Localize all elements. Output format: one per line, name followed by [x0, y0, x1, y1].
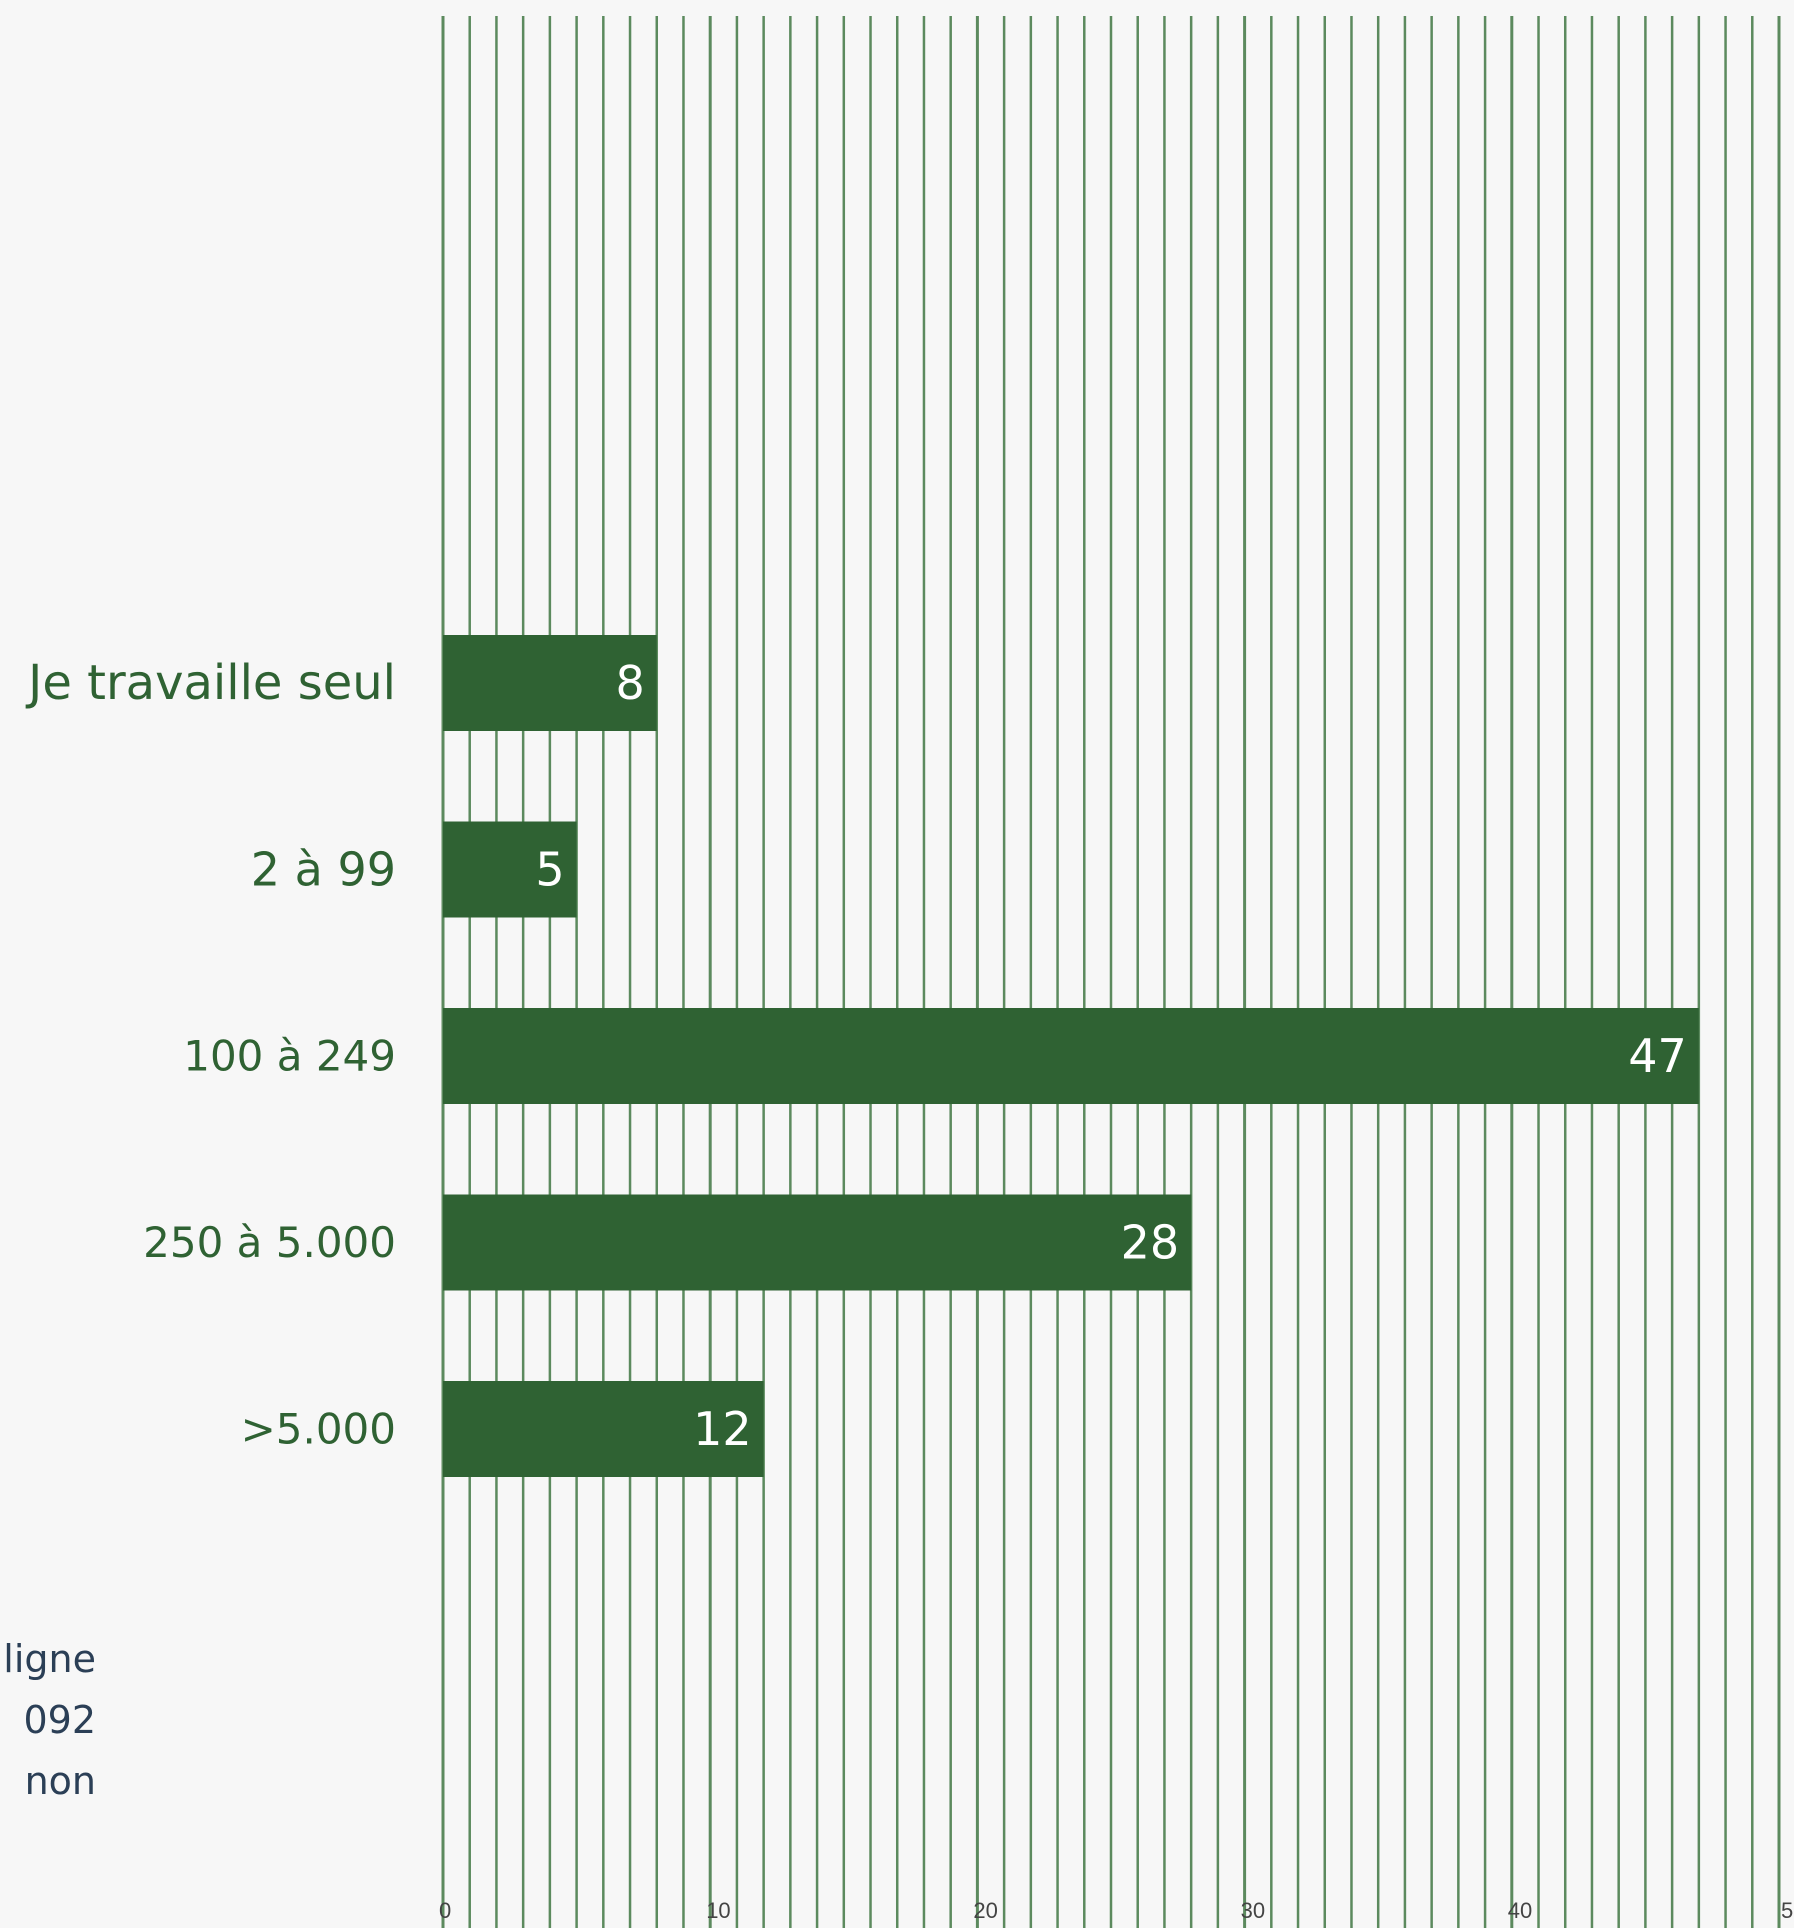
bar-group: 250 à 5.000 28: [143, 1194, 1192, 1291]
category-label: Je travaille seul: [25, 655, 396, 711]
value-label: 28: [1121, 1216, 1180, 1270]
side-note-2: 092: [23, 1698, 96, 1742]
bar-group: 100 à 249 47: [183, 1008, 1699, 1104]
bars: Je travaille seul 8 2 à 99 5 100 à 249 47 250 …: [25, 635, 1699, 1477]
category-label: 250 à 5.000: [143, 1218, 396, 1267]
x-tick-label: 30: [1241, 1898, 1265, 1923]
bar: [443, 1194, 1192, 1291]
value-label: 12: [693, 1402, 752, 1456]
bar: [443, 1381, 764, 1477]
x-tick-label: 0: [439, 1898, 451, 1923]
x-tick-label: 10: [706, 1898, 730, 1923]
x-tick-label: 20: [973, 1898, 997, 1923]
value-label: 47: [1628, 1029, 1687, 1083]
bar-group: Je travaille seul 8: [25, 635, 657, 731]
bar: [443, 635, 657, 731]
bar: [443, 1008, 1699, 1104]
value-label: 5: [535, 843, 564, 897]
side-note-3: non: [24, 1759, 96, 1803]
value-label: 8: [615, 656, 644, 710]
x-tick-label: 40: [1508, 1898, 1532, 1923]
side-note-1: ligne: [3, 1637, 96, 1681]
bar: [443, 821, 577, 918]
bar-group: 2 à 99 5: [251, 821, 577, 918]
category-label: 2 à 99: [251, 843, 396, 897]
x-axis-ticks: 0 10 20 30 40 50: [439, 1898, 1794, 1923]
category-label: 100 à 249: [183, 1032, 396, 1081]
x-tick-label: 50: [1781, 1898, 1794, 1923]
category-label: >5.000: [241, 1405, 396, 1454]
bar-group: >5.000 12: [241, 1381, 764, 1477]
grid-lines: [441, 16, 1781, 1928]
